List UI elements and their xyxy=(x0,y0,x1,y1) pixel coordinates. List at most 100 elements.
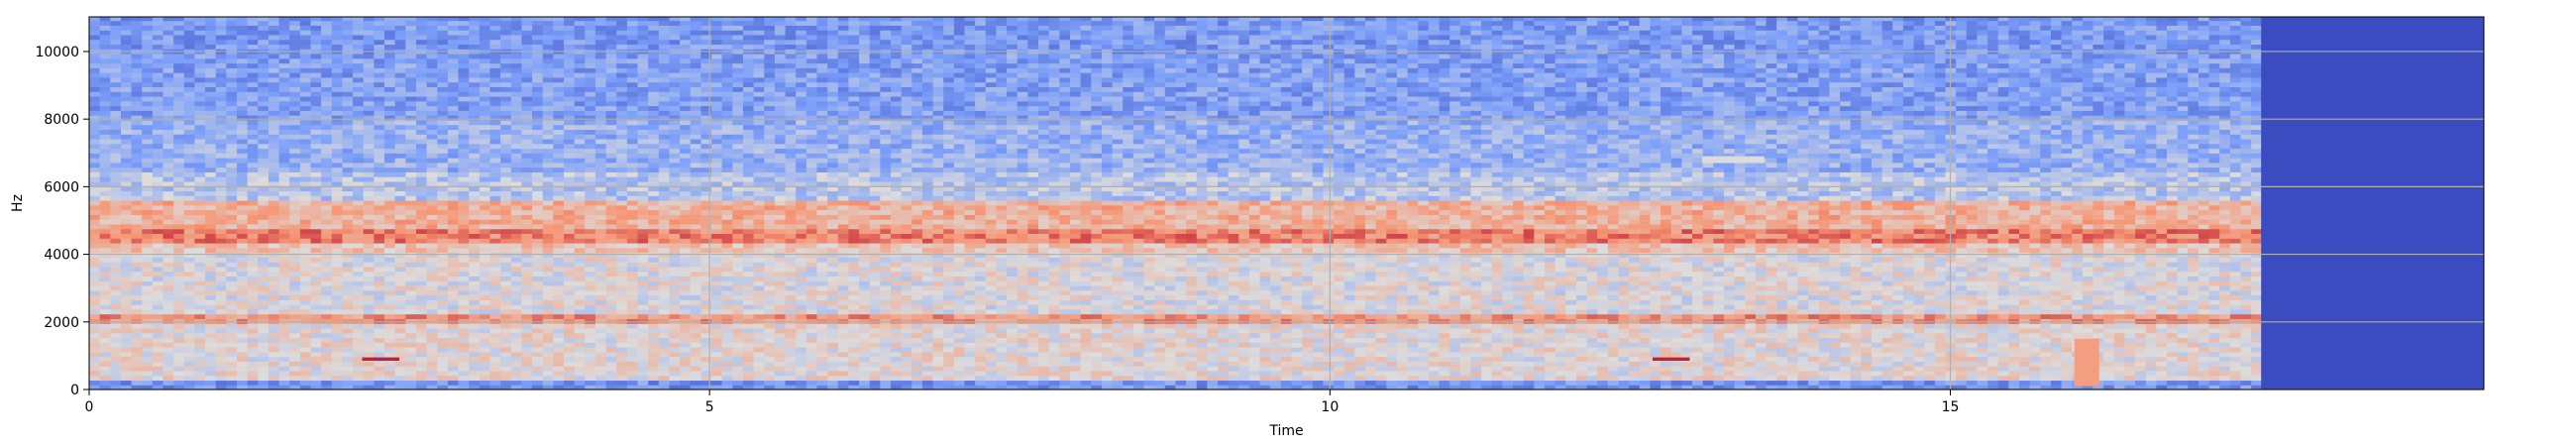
spectrogram-cell xyxy=(711,242,723,249)
spectrogram-cell xyxy=(394,289,406,296)
spectrogram-cell xyxy=(268,25,280,31)
spectrogram-cell xyxy=(374,294,385,300)
spectrogram-cell xyxy=(637,148,649,154)
spectrogram-cell xyxy=(742,266,755,273)
spectrogram-cell xyxy=(690,134,701,140)
spectrogram-cell xyxy=(194,313,206,319)
spectrogram-cell xyxy=(310,361,322,367)
spectrogram-cell xyxy=(247,86,259,92)
spectrogram-cell xyxy=(637,30,649,36)
spectrogram-cell xyxy=(626,95,639,102)
spectrogram-cell xyxy=(173,110,185,116)
spectrogram-cell xyxy=(89,284,101,291)
spectrogram-cell xyxy=(384,299,396,305)
spectrogram-cell xyxy=(658,119,671,126)
spectrogram-cell xyxy=(732,95,744,102)
spectrogram-cell xyxy=(616,327,628,334)
spectrogram-cell xyxy=(542,289,554,296)
spectrogram-cell xyxy=(321,380,333,386)
spectrogram-cell xyxy=(574,200,586,206)
spectrogram-cell xyxy=(342,200,354,206)
spectrogram-cell xyxy=(594,370,607,377)
spectrogram-cell xyxy=(99,129,111,135)
spectrogram-cell xyxy=(226,185,238,192)
spectrogram-cell xyxy=(585,44,596,50)
spectrogram-cell xyxy=(458,262,470,268)
spectrogram-cell xyxy=(721,242,733,249)
spectrogram-cell xyxy=(353,366,365,372)
spectrogram-cell xyxy=(521,266,533,273)
spectrogram-cell xyxy=(542,17,554,22)
spectrogram-cell xyxy=(532,233,544,239)
spectrogram-cell xyxy=(637,54,649,59)
spectrogram-cell xyxy=(732,129,744,135)
spectrogram-cell xyxy=(479,138,491,145)
spectrogram-cell xyxy=(626,124,639,130)
spectrogram-cell xyxy=(626,289,639,296)
spectrogram-cell xyxy=(353,200,365,206)
spectrogram-cell xyxy=(394,100,406,107)
spectrogram-cell xyxy=(510,81,523,88)
spectrogram-cell xyxy=(721,54,733,59)
spectrogram-cell xyxy=(384,134,396,140)
spectrogram-cell xyxy=(605,219,617,225)
spectrogram-cell xyxy=(574,380,586,386)
spectrogram-cell xyxy=(669,119,681,126)
spectrogram-cell xyxy=(331,342,344,348)
spectrogram-cell xyxy=(458,110,470,116)
spectrogram-cell xyxy=(215,20,227,26)
spectrogram-cell xyxy=(415,366,428,372)
spectrogram-cell xyxy=(89,167,101,172)
spectrogram-cell xyxy=(205,81,217,88)
spectrogram-cell xyxy=(131,158,143,164)
spectrogram-cell xyxy=(648,233,660,239)
spectrogram-cell xyxy=(742,380,755,386)
spectrogram-cell xyxy=(553,44,565,50)
spectrogram-cell xyxy=(542,95,554,102)
spectrogram-cell xyxy=(258,20,269,26)
spectrogram-cell xyxy=(426,257,438,263)
spectrogram-cell xyxy=(500,356,512,362)
spectrogram-cell xyxy=(521,17,533,22)
spectrogram-cell xyxy=(205,100,217,107)
spectrogram-cell xyxy=(258,347,269,353)
spectrogram-cell xyxy=(374,105,385,111)
spectrogram-cell xyxy=(331,370,344,377)
spectrogram-cell xyxy=(215,148,227,154)
spectrogram-cell xyxy=(131,238,143,244)
spectrogram-cell xyxy=(721,25,733,31)
spectrogram-cell xyxy=(605,180,617,187)
spectrogram-cell xyxy=(247,153,259,159)
spectrogram-cell xyxy=(342,266,354,273)
spectrogram-cell xyxy=(374,366,385,372)
spectrogram-cell xyxy=(489,110,501,116)
spectrogram-cell xyxy=(194,34,206,41)
spectrogram-cell xyxy=(173,162,185,168)
spectrogram-cell xyxy=(258,34,269,41)
spectrogram-cell xyxy=(237,238,249,244)
spectrogram-cell xyxy=(605,76,617,83)
spectrogram-cell xyxy=(626,176,639,182)
spectrogram-cell xyxy=(585,228,596,235)
spectrogram-cell xyxy=(183,54,196,59)
spectrogram-cell xyxy=(342,233,354,239)
spectrogram-cell xyxy=(489,299,501,305)
spectrogram-cell xyxy=(142,190,154,196)
spectrogram-cell xyxy=(353,30,365,36)
spectrogram-cell xyxy=(626,44,639,50)
spectrogram-cell xyxy=(721,233,733,239)
spectrogram-cell xyxy=(99,185,111,192)
spectrogram-cell xyxy=(658,176,671,182)
spectrogram-cell xyxy=(458,176,470,182)
spectrogram-cell xyxy=(363,148,376,154)
spectrogram-cell xyxy=(110,72,122,78)
spectrogram-cell xyxy=(363,143,376,150)
spectrogram-cell xyxy=(89,257,101,263)
spectrogram-cell xyxy=(268,284,280,291)
spectrogram-cell xyxy=(384,257,396,263)
spectrogram-cell xyxy=(142,195,154,201)
spectrogram-cell xyxy=(458,81,470,88)
spectrogram-cell xyxy=(594,385,607,390)
spectrogram-cell xyxy=(564,86,576,92)
spectrogram-cell xyxy=(437,200,449,206)
